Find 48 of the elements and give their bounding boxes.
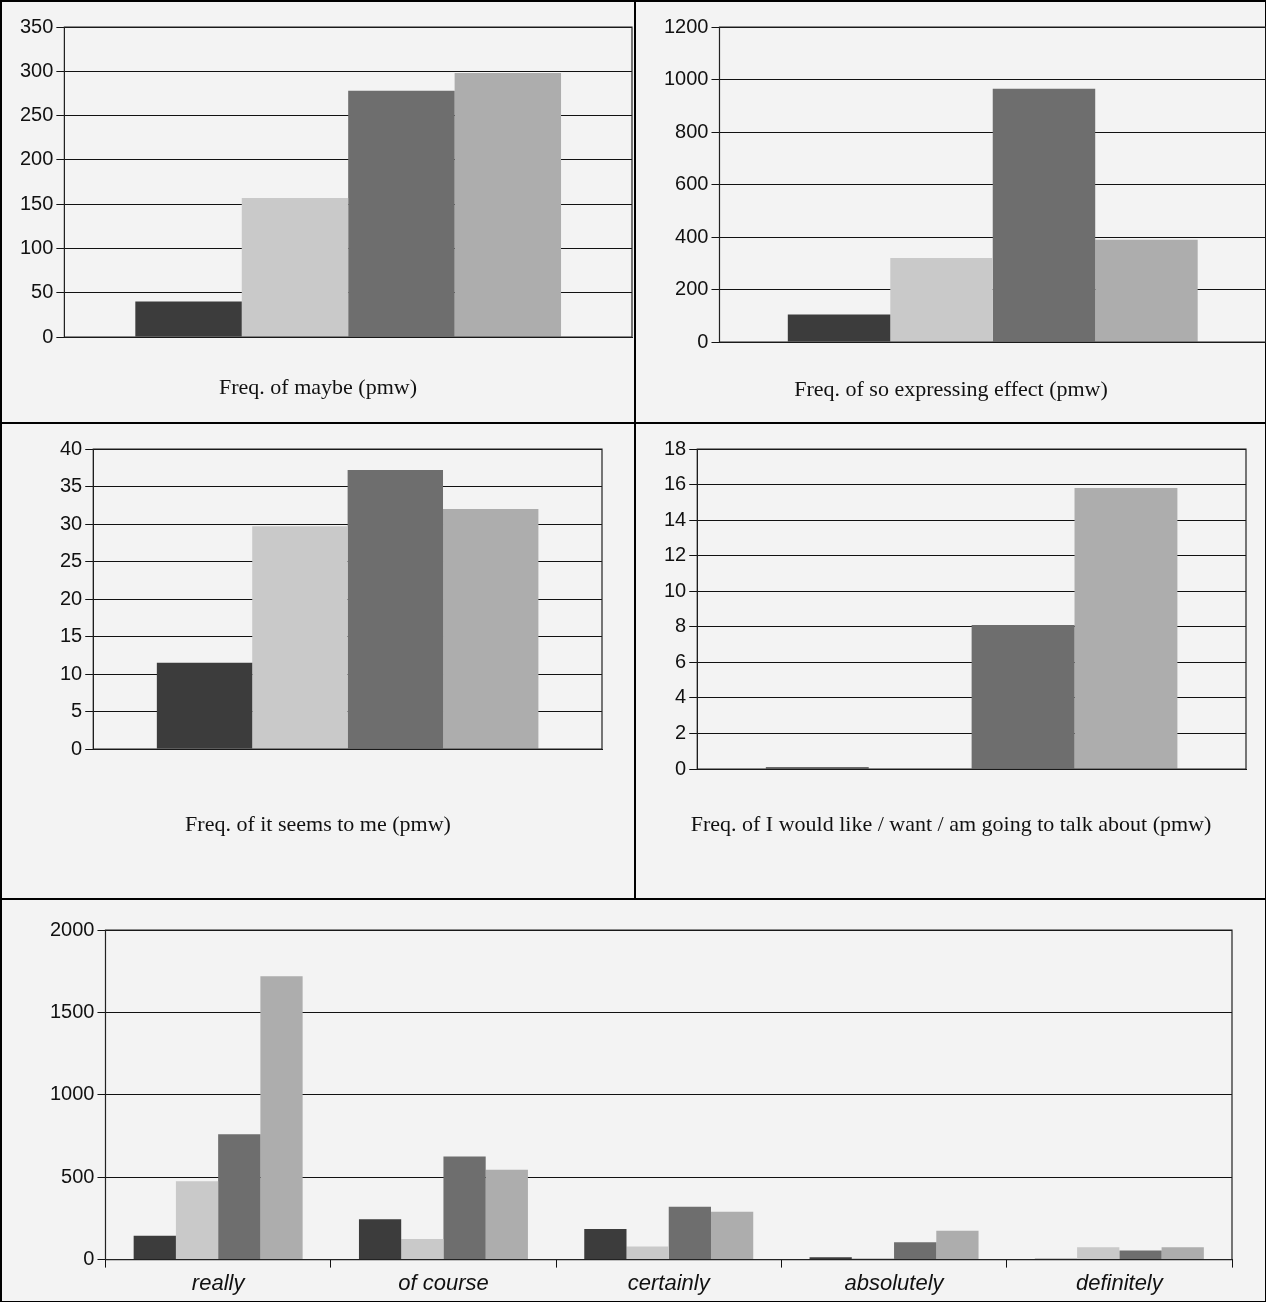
y-tick-label: 50 [31,280,54,303]
y-tick-label: 10 [60,661,83,684]
text: Freq. of maybe (pmw) [218,373,418,401]
y-tick-label: 350 [19,14,54,37]
y-tick-label: 40 [60,436,83,459]
x-tick-label: of course [398,1269,489,1295]
y-tick-label: 150 [19,191,54,214]
y-tick-label: 500 [61,1164,95,1187]
y-tick-label: 5 [71,699,83,722]
y-tick-label: 10 [664,578,687,601]
y-tick-label: 1200 [663,14,709,37]
y-tick-label: 30 [60,511,83,534]
y-tick-label: 2000 [49,917,95,940]
y-tick-label: 200 [675,277,709,300]
y-tick-label: 8 [675,614,687,637]
y-tick-label: 2 [675,720,687,743]
text: Freq. of it seems to me (pmw) [184,810,452,838]
x-tick-label: really [191,1269,247,1295]
y-tick-label: 400 [675,224,709,247]
y-tick-label: 1000 [663,67,709,90]
y-tick-label: 300 [19,58,54,81]
text: Freq. of so expressing effect (pmw) [793,375,1109,403]
x-tick-label: absolutely [844,1269,946,1295]
y-tick-label: 1500 [49,999,95,1022]
x-tick-label: definitely [1075,1269,1165,1295]
y-tick-label: 0 [83,1247,95,1270]
y-tick-label: 15 [60,624,83,647]
y-tick-label: 14 [664,507,687,530]
y-tick-label: 18 [664,436,687,459]
x-tick-label: certainly [627,1269,712,1295]
y-tick-label: 25 [60,549,83,572]
y-tick-label: 250 [19,103,54,126]
y-tick-label: 0 [71,736,83,759]
y-tick-label: 12 [664,543,687,566]
y-tick-label: 100 [19,235,54,258]
y-tick-label: 6 [675,649,687,672]
y-tick-label: 16 [664,472,687,495]
y-tick-label: 1000 [49,1082,95,1105]
y-tick-label: 200 [19,147,54,170]
y-tick-label: 0 [42,324,54,347]
y-tick-label: 0 [675,756,687,779]
y-tick-label: 800 [675,119,709,142]
y-tick-label: 4 [675,685,687,708]
y-tick-label: 600 [675,172,709,195]
y-tick-label: 35 [60,474,83,497]
y-tick-label: 20 [60,586,83,609]
text: Freq. of I would like / want / am going to talk about (pmw) [689,810,1213,838]
y-tick-label: 0 [697,329,709,352]
